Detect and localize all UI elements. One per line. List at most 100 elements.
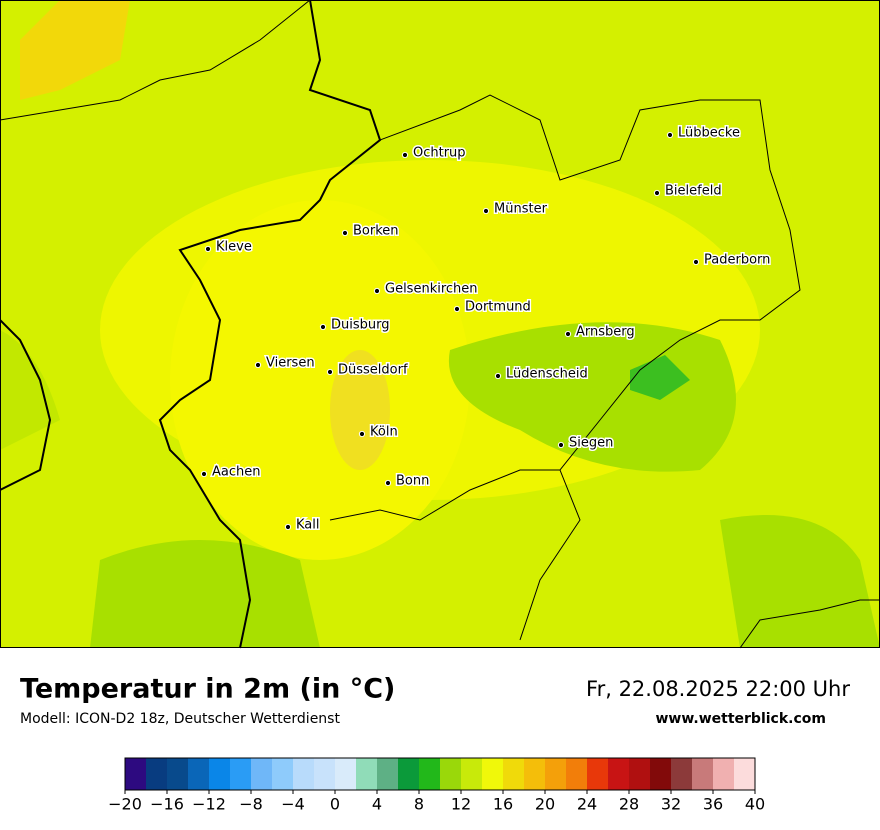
color-box bbox=[209, 758, 231, 790]
color-box bbox=[251, 758, 273, 790]
color-box bbox=[314, 758, 336, 790]
color-box bbox=[335, 758, 357, 790]
color-box bbox=[461, 758, 483, 790]
color-box bbox=[503, 758, 525, 790]
cool-zone bbox=[720, 515, 880, 648]
city-dot bbox=[564, 330, 572, 338]
color-box bbox=[272, 758, 294, 790]
tick-label: 28 bbox=[619, 795, 639, 814]
color-box bbox=[629, 758, 651, 790]
city-label: Bonn bbox=[396, 474, 429, 489]
tick-label: 4 bbox=[372, 795, 382, 814]
city-dot bbox=[254, 361, 262, 369]
city-dot bbox=[384, 479, 392, 487]
cool-zone bbox=[0, 330, 60, 450]
color-box bbox=[482, 758, 504, 790]
district-border bbox=[0, 0, 311, 121]
city-label: Düsseldorf bbox=[338, 363, 408, 378]
tick-label: 12 bbox=[451, 795, 471, 814]
color-box bbox=[671, 758, 693, 790]
color-box bbox=[146, 758, 168, 790]
color-box bbox=[125, 758, 147, 790]
city-label: Köln bbox=[370, 425, 398, 440]
city-dot bbox=[401, 151, 409, 159]
color-box bbox=[398, 758, 420, 790]
color-box bbox=[356, 758, 378, 790]
city-dot bbox=[200, 470, 208, 478]
city-dot bbox=[358, 430, 366, 438]
tick-label: −16 bbox=[150, 795, 184, 814]
city-label: Gelsenkirchen bbox=[385, 282, 478, 297]
city-dot bbox=[319, 323, 327, 331]
tick-label: 40 bbox=[745, 795, 765, 814]
city-dot bbox=[666, 131, 674, 139]
city-layer: Lübbecke Ochtrup Bielefeld Münster Borken Kle… bbox=[200, 124, 772, 534]
city-label: Lüdenscheid bbox=[506, 367, 588, 382]
color-box bbox=[608, 758, 630, 790]
city-label: Paderborn bbox=[704, 253, 770, 268]
color-box bbox=[545, 758, 567, 790]
tick-label: 32 bbox=[661, 795, 681, 814]
city-dot bbox=[653, 189, 661, 197]
color-box bbox=[734, 758, 756, 790]
color-box bbox=[167, 758, 189, 790]
national-border bbox=[0, 319, 52, 491]
city-label: Kleve bbox=[216, 240, 252, 255]
state-border bbox=[379, 94, 801, 641]
city-label: Borken bbox=[353, 224, 399, 239]
city-label: Siegen bbox=[569, 436, 613, 451]
city-label: Duisburg bbox=[331, 318, 390, 333]
city-dot bbox=[482, 207, 490, 215]
color-box bbox=[188, 758, 210, 790]
city-dot bbox=[373, 287, 381, 295]
map: Lübbecke Ochtrup Bielefeld Münster Borken Kle… bbox=[0, 0, 880, 649]
color-box bbox=[566, 758, 588, 790]
color-box bbox=[230, 758, 252, 790]
color-box bbox=[587, 758, 609, 790]
city-dot bbox=[453, 305, 461, 313]
city-label: Aachen bbox=[212, 465, 260, 480]
color-box bbox=[713, 758, 735, 790]
warm-zone bbox=[330, 350, 390, 470]
tick-label: 20 bbox=[535, 795, 555, 814]
warm-zone bbox=[20, 0, 130, 100]
city-dot bbox=[692, 258, 700, 266]
national-border bbox=[158, 0, 382, 649]
colorbar: −20 −16 −12 −8 −4 0 4 8 12 16 20 24 28 32 36 40 bbox=[108, 757, 765, 814]
tick-label: 8 bbox=[414, 795, 424, 814]
website: www.wetterblick.com bbox=[656, 711, 827, 727]
city-dot bbox=[204, 245, 212, 253]
city-label: Lübbecke bbox=[678, 126, 740, 141]
tick-label: 0 bbox=[330, 795, 340, 814]
city-label: Bielefeld bbox=[665, 184, 722, 199]
city-label: Kall bbox=[296, 518, 320, 533]
color-box bbox=[524, 758, 546, 790]
color-box bbox=[293, 758, 315, 790]
city-dot bbox=[341, 229, 349, 237]
datetime: Fr, 22.08.2025 22:00 Uhr bbox=[586, 677, 850, 701]
color-box bbox=[692, 758, 714, 790]
tick-label: −4 bbox=[281, 795, 305, 814]
city-label: Ochtrup bbox=[413, 146, 466, 161]
city-label: Arnsberg bbox=[576, 325, 635, 340]
city-label: Dortmund bbox=[465, 300, 531, 315]
city-label: Viersen bbox=[266, 356, 315, 371]
colorbar-frame bbox=[124, 757, 756, 791]
color-box bbox=[377, 758, 399, 790]
state-border bbox=[739, 599, 880, 649]
color-box bbox=[440, 758, 462, 790]
tick-label: −8 bbox=[239, 795, 263, 814]
city-dot bbox=[284, 523, 292, 531]
tick-label: 36 bbox=[703, 795, 723, 814]
city-dot bbox=[557, 441, 565, 449]
subtitle: Modell: ICON-D2 18z, Deutscher Wetterdie… bbox=[20, 711, 340, 727]
title: Temperatur in 2m (in °C) bbox=[20, 674, 395, 705]
tick-label: 16 bbox=[493, 795, 513, 814]
cool-zone bbox=[90, 540, 320, 648]
color-box bbox=[650, 758, 672, 790]
state-border bbox=[329, 469, 560, 521]
city-label: Münster bbox=[494, 202, 548, 217]
tick-label: −12 bbox=[192, 795, 226, 814]
city-dot bbox=[326, 368, 334, 376]
